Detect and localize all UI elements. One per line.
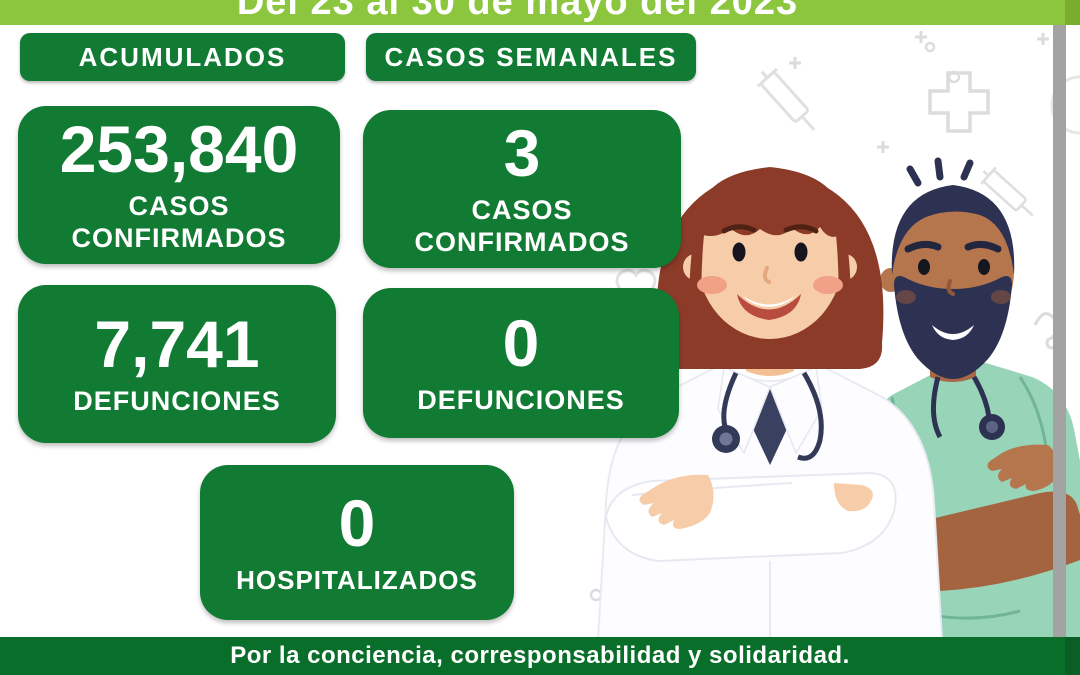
hospitalized-value: 0 <box>338 485 376 560</box>
banner-date-text: Del 23 al 30 de mayo del 2023 <box>236 0 799 23</box>
hospitalized-label: HOSPITALIZADOS <box>236 564 478 595</box>
accumulated-confirmed-label: CASOS CONFIRMADOS <box>71 190 287 253</box>
cross-doodle-icon <box>928 71 990 133</box>
weekly-cases-header-pill: CASOS SEMANALES <box>366 33 696 81</box>
accumulated-confirmed-value: 253,840 <box>59 111 299 186</box>
weekly-cases-header-label: CASOS SEMANALES <box>384 41 678 72</box>
hospitalized-card: 0 HOSPITALIZADOS <box>200 465 514 620</box>
accumulated-header-label: ACUMULADOS <box>78 41 287 72</box>
accumulated-deaths-value: 7,741 <box>94 306 260 381</box>
right-divider-strip <box>1053 25 1066 640</box>
weekly-confirmed-label: CASOS CONFIRMADOS <box>414 194 630 257</box>
weekly-deaths-value: 0 <box>502 305 540 380</box>
banner-corner-shade <box>1065 0 1080 25</box>
footer-corner-shade <box>1065 637 1080 675</box>
syringe-doodle-icon <box>980 166 1034 217</box>
circle-doodle-icon <box>1050 75 1080 135</box>
weekly-confirmed-value: 3 <box>503 115 541 190</box>
weekly-confirmed-card: 3 CASOS CONFIRMADOS <box>363 110 681 268</box>
doctors-illustration <box>585 25 1080 640</box>
weekly-deaths-card: 0 DEFUNCIONES <box>363 288 679 438</box>
footer-bar: Por la conciencia, corresponsabilidad y … <box>0 637 1080 675</box>
syringe-doodle-icon <box>756 67 816 131</box>
footer-message: Por la conciencia, corresponsabilidad y … <box>230 642 850 669</box>
female-doctor-illustration <box>596 167 944 640</box>
accumulated-confirmed-card: 253,840 CASOS CONFIRMADOS <box>18 106 340 264</box>
date-banner: Del 23 al 30 de mayo del 2023 <box>0 0 1080 25</box>
accumulated-deaths-label: DEFUNCIONES <box>73 385 281 416</box>
accumulated-header-pill: ACUMULADOS <box>20 33 345 81</box>
weekly-deaths-label: DEFUNCIONES <box>417 384 625 415</box>
accumulated-deaths-card: 7,741 DEFUNCIONES <box>18 285 336 443</box>
